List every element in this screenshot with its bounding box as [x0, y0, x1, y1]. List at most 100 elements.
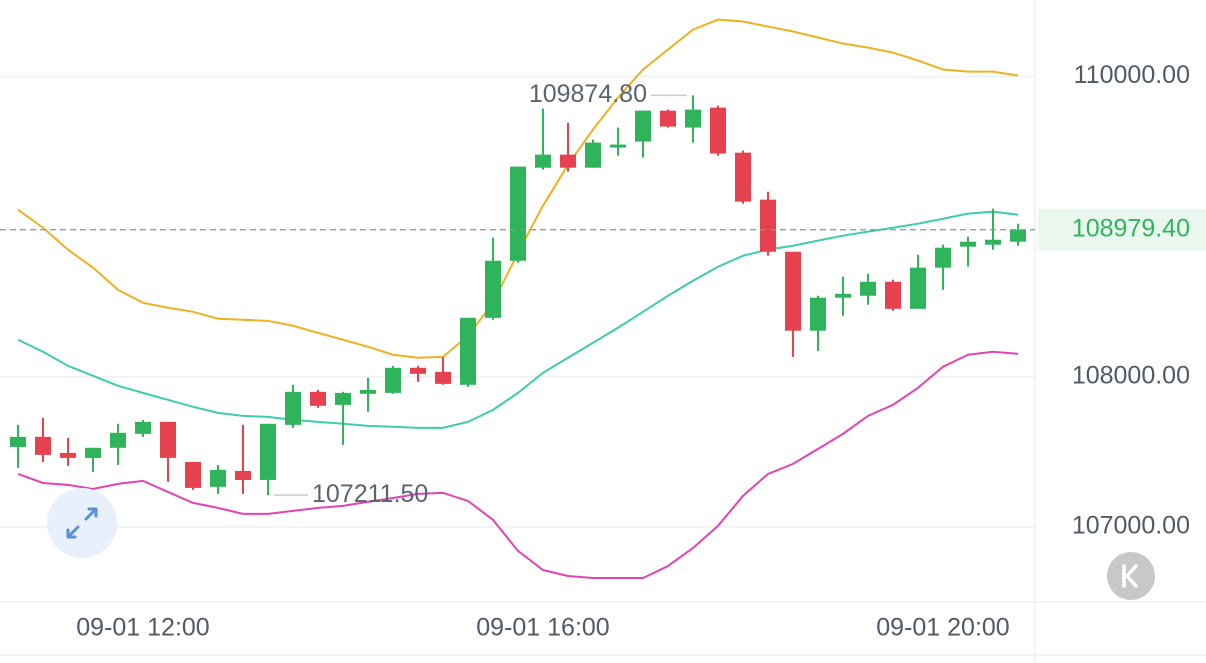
candle-body: [910, 267, 926, 309]
candle: [835, 276, 851, 316]
candle-body: [835, 293, 851, 298]
candle: [685, 95, 701, 143]
candle-body: [535, 154, 551, 168]
band-line: [17, 210, 1019, 429]
candle: [60, 437, 76, 466]
candle-body: [210, 469, 226, 487]
candle: [460, 317, 476, 387]
candle-body: [35, 436, 51, 455]
candle-body: [635, 110, 651, 142]
candle: [285, 384, 301, 428]
candle: [510, 166, 526, 263]
expand-button-bg[interactable]: [47, 488, 117, 558]
candle: [860, 273, 876, 305]
candle-body: [735, 152, 751, 202]
candle: [10, 424, 26, 468]
candle-body: [560, 154, 576, 168]
candle: [585, 139, 601, 168]
candle: [735, 150, 751, 204]
candle: [310, 389, 326, 408]
candle: [660, 109, 676, 128]
max-label: 109874.80: [529, 80, 647, 108]
candle-body: [285, 391, 301, 425]
candle-body: [435, 371, 451, 384]
candle-body: [410, 367, 426, 374]
candle-body: [335, 392, 351, 405]
candle: [960, 236, 976, 267]
candle: [385, 365, 401, 394]
candle: [985, 208, 1001, 250]
candle-body: [110, 432, 126, 448]
candle-body: [10, 436, 26, 447]
candle: [635, 110, 651, 158]
candle-body: [760, 199, 776, 252]
x-tick-label: 09-01 20:00: [876, 614, 1009, 642]
candle: [135, 419, 151, 437]
candle-body: [460, 317, 476, 385]
candle-body: [585, 142, 601, 168]
candle-body: [85, 447, 101, 458]
candle-body: [485, 260, 501, 318]
candle: [710, 105, 726, 156]
candle: [85, 447, 101, 472]
candle-body: [60, 452, 76, 458]
y-tick-label: 107000.00: [1072, 512, 1190, 540]
kline-icon[interactable]: [1122, 564, 1138, 588]
candle-body: [935, 247, 951, 268]
candle-body: [710, 107, 726, 154]
candle-body: [685, 109, 701, 128]
candle: [435, 356, 451, 385]
candle-body: [660, 110, 676, 127]
band-line: [17, 350, 1019, 579]
candle: [885, 279, 901, 311]
candle: [160, 421, 176, 482]
y-tick-label: 108000.00: [1072, 361, 1190, 389]
candle: [910, 254, 926, 309]
candle-body: [860, 281, 876, 296]
kline-button[interactable]: [1107, 552, 1155, 600]
candle-body: [260, 423, 276, 480]
candle: [335, 391, 351, 445]
candle-body: [1010, 229, 1026, 242]
last-price-bg: [1038, 208, 1206, 251]
candle-body: [160, 421, 176, 458]
y-tick-label: 110000.00: [1074, 61, 1190, 89]
candle: [810, 295, 826, 351]
kline-button-bg[interactable]: [1107, 552, 1155, 600]
candle-body: [510, 166, 526, 261]
x-tick-label: 09-01 16:00: [476, 614, 609, 642]
candle: [110, 423, 126, 465]
candle-body: [960, 241, 976, 247]
candle: [610, 127, 626, 156]
candle: [185, 461, 201, 490]
min-label: 107211.50: [312, 480, 428, 508]
candle-body: [360, 389, 376, 394]
candle: [35, 417, 51, 462]
candle-body: [785, 251, 801, 331]
candle-body: [185, 461, 201, 488]
x-tick-label: 09-01 12:00: [76, 614, 209, 642]
candle: [235, 424, 251, 494]
expand-button[interactable]: [47, 488, 117, 558]
candle: [760, 191, 776, 256]
candle-body: [385, 367, 401, 393]
candle: [935, 244, 951, 290]
candle: [410, 365, 426, 382]
plot: 107000.00 108000.00 110000.00 09-01 12:00 09…: [0, 18, 1206, 642]
candle-body: [810, 297, 826, 331]
candle: [560, 122, 576, 172]
candle: [210, 464, 226, 494]
candle-body: [885, 281, 901, 309]
candle: [485, 237, 501, 320]
candle-body: [310, 391, 326, 406]
expand-icon[interactable]: [66, 507, 98, 539]
candle: [785, 251, 801, 357]
candle: [535, 108, 551, 170]
candle-body: [610, 144, 626, 148]
candle-body: [235, 470, 251, 480]
candle: [260, 423, 276, 496]
candle: [1010, 223, 1026, 246]
candle-body: [985, 239, 1001, 245]
last-price-label: 108979.40: [1072, 214, 1190, 242]
